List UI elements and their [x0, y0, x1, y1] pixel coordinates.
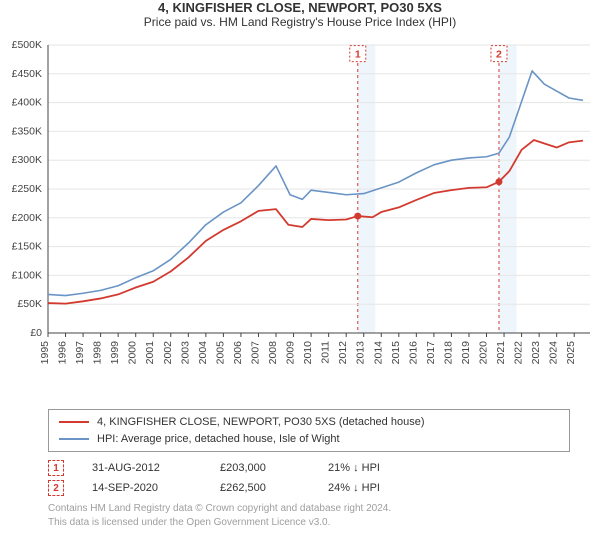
attribution-line: Contains HM Land Registry data © Crown c… — [48, 502, 570, 516]
legend-item-subject: 4, KINGFISHER CLOSE, NEWPORT, PO30 5XS (… — [59, 414, 559, 431]
svg-text:2001: 2001 — [144, 341, 156, 365]
svg-text:2016: 2016 — [407, 341, 419, 365]
svg-text:2017: 2017 — [425, 341, 437, 365]
svg-text:£300K: £300K — [12, 154, 42, 166]
svg-text:2019: 2019 — [460, 341, 472, 365]
sale-date: 31-AUG-2012 — [92, 462, 192, 474]
svg-text:2015: 2015 — [390, 341, 402, 365]
svg-text:2003: 2003 — [179, 341, 191, 365]
svg-text:2000: 2000 — [127, 341, 139, 365]
svg-text:2014: 2014 — [372, 341, 384, 365]
svg-text:2025: 2025 — [565, 341, 577, 365]
legend-swatch-hpi — [59, 438, 89, 440]
svg-text:2010: 2010 — [302, 341, 314, 365]
sale-marker-icon: 2 — [48, 480, 64, 496]
svg-text:2004: 2004 — [197, 341, 209, 365]
table-row: 2 14-SEP-2020 £262,500 24% ↓ HPI — [48, 478, 570, 498]
sale-price: £262,500 — [220, 482, 300, 494]
sale-delta: 21% ↓ HPI — [328, 462, 380, 474]
svg-text:2002: 2002 — [162, 341, 174, 365]
svg-text:2007: 2007 — [249, 341, 261, 365]
svg-text:£50K: £50K — [17, 298, 42, 310]
svg-text:2006: 2006 — [232, 341, 244, 365]
legend-label-hpi: HPI: Average price, detached house, Isle… — [97, 431, 340, 448]
svg-text:£500K: £500K — [12, 39, 42, 51]
svg-text:£0: £0 — [30, 327, 42, 339]
svg-text:1999: 1999 — [109, 341, 121, 365]
legend: 4, KINGFISHER CLOSE, NEWPORT, PO30 5XS (… — [48, 409, 570, 452]
svg-text:2021: 2021 — [495, 341, 507, 365]
svg-text:£150K: £150K — [12, 241, 42, 253]
svg-text:2005: 2005 — [214, 341, 226, 365]
page-title: 4, KINGFISHER CLOSE, NEWPORT, PO30 5XS — [0, 0, 600, 15]
svg-text:2011: 2011 — [320, 341, 332, 364]
svg-text:2: 2 — [496, 49, 502, 61]
sale-delta: 24% ↓ HPI — [328, 482, 380, 494]
sale-marker-icon: 1 — [48, 460, 64, 476]
svg-text:2013: 2013 — [355, 341, 367, 365]
table-row: 1 31-AUG-2012 £203,000 21% ↓ HPI — [48, 458, 570, 478]
svg-text:1996: 1996 — [57, 341, 69, 365]
svg-text:£100K: £100K — [12, 269, 42, 281]
svg-text:2012: 2012 — [337, 341, 349, 365]
svg-text:2009: 2009 — [285, 341, 297, 365]
svg-text:£350K: £350K — [12, 125, 42, 137]
svg-text:£200K: £200K — [12, 212, 42, 224]
legend-item-hpi: HPI: Average price, detached house, Isle… — [59, 431, 559, 448]
chart-container: £0 £50K £100K £150K £200K £250K £300K £350K £400… — [0, 33, 600, 403]
svg-text:£400K: £400K — [12, 97, 42, 109]
svg-text:2008: 2008 — [267, 341, 279, 365]
svg-text:£450K: £450K — [12, 68, 42, 80]
svg-text:2020: 2020 — [478, 341, 490, 365]
svg-text:2022: 2022 — [513, 341, 525, 365]
svg-text:2023: 2023 — [530, 341, 542, 365]
sale-date: 14-SEP-2020 — [92, 482, 192, 494]
svg-text:1998: 1998 — [92, 341, 104, 365]
page-subtitle: Price paid vs. HM Land Registry's House … — [0, 15, 600, 29]
svg-text:1: 1 — [355, 49, 361, 61]
svg-text:1997: 1997 — [74, 341, 86, 365]
sale-price: £203,000 — [220, 462, 300, 474]
price-chart: £0 £50K £100K £150K £200K £250K £300K £350K £400… — [0, 33, 600, 398]
attribution: Contains HM Land Registry data © Crown c… — [48, 502, 570, 529]
svg-text:1995: 1995 — [39, 341, 51, 365]
sales-table: 1 31-AUG-2012 £203,000 21% ↓ HPI 2 14-SE… — [48, 458, 570, 498]
svg-text:2024: 2024 — [548, 341, 560, 365]
legend-swatch-subject — [59, 421, 89, 423]
svg-text:£250K: £250K — [12, 183, 42, 195]
attribution-line: This data is licensed under the Open Gov… — [48, 516, 570, 530]
legend-label-subject: 4, KINGFISHER CLOSE, NEWPORT, PO30 5XS (… — [97, 414, 424, 431]
svg-text:2018: 2018 — [442, 341, 454, 365]
